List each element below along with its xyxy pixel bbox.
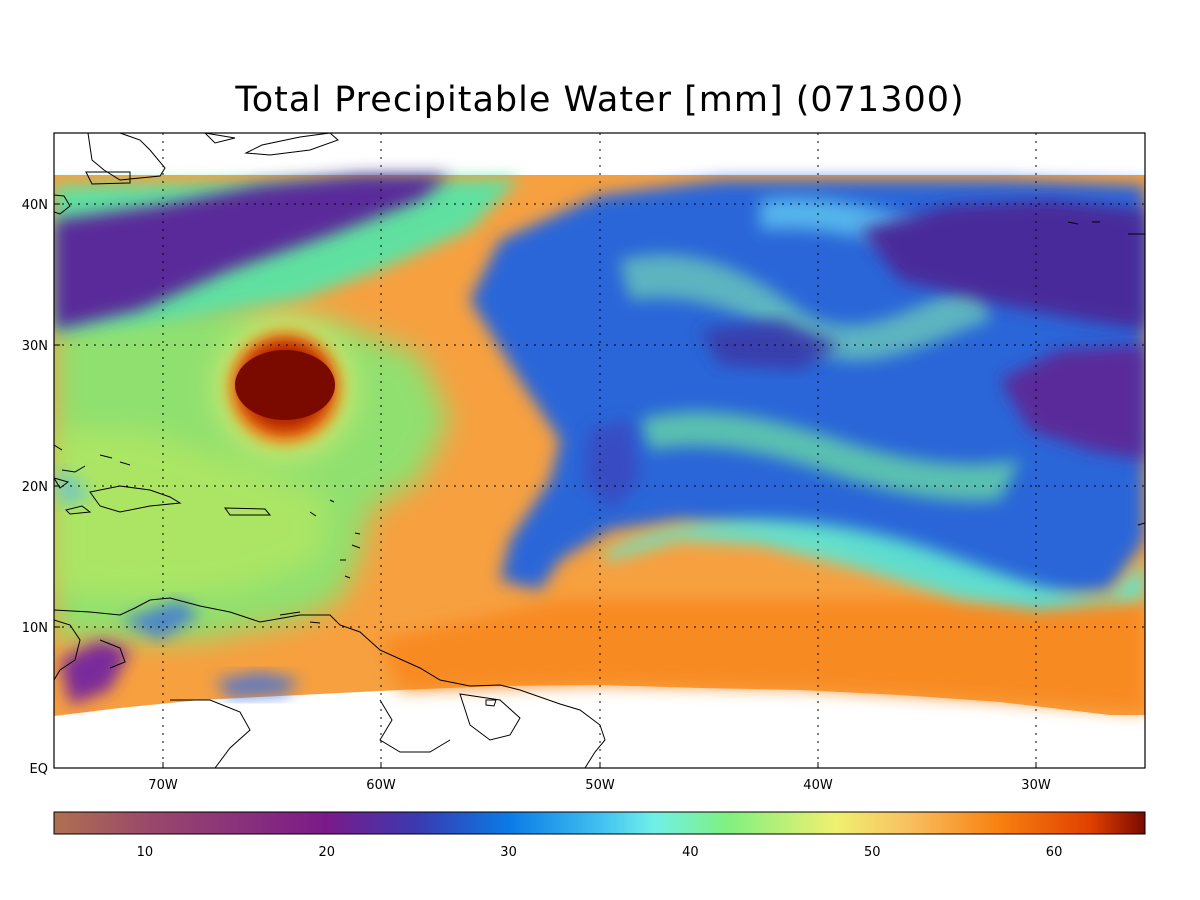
lon-label-50w: 50W — [585, 778, 615, 793]
colorbar: 10 20 30 40 50 60 — [53, 811, 1146, 860]
colorbar-tick-label: 40 — [682, 845, 699, 860]
colorbar-tick-label: 10 — [137, 845, 154, 860]
lat-label-30n: 30N — [22, 339, 48, 354]
tick-marks — [54, 203, 1037, 768]
lat-label-10n: 10N — [22, 621, 48, 636]
lat-label-eq: EQ — [30, 762, 48, 777]
lat-label-40n: 40N — [22, 198, 48, 213]
lon-label-40w: 40W — [803, 778, 833, 793]
storm-core — [235, 350, 335, 420]
lon-label-70w: 70W — [148, 778, 178, 793]
colorbar-tick-label: 60 — [1046, 845, 1063, 860]
colorbar-tick-label: 50 — [864, 845, 881, 860]
colorbar-tick-label: 30 — [500, 845, 517, 860]
lat-label-20n: 20N — [22, 480, 48, 495]
lon-label-30w: 30W — [1021, 778, 1051, 793]
lon-label-60w: 60W — [366, 778, 396, 793]
chart-title: Total Precipitable Water [mm] (071300) — [235, 80, 965, 120]
colorbar-scale — [53, 811, 1146, 835]
coastlines — [54, 133, 1145, 768]
colorbar-tick-label: 20 — [318, 845, 335, 860]
graticule — [54, 133, 1145, 768]
